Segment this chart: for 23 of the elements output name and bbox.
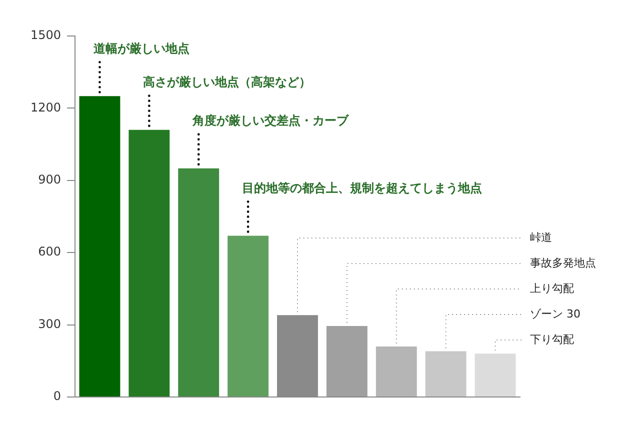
bar bbox=[474, 354, 516, 396]
y-tick-label: 0 bbox=[53, 389, 61, 404]
y-tick-label: 1500 bbox=[30, 28, 61, 42]
bar bbox=[425, 351, 466, 396]
y-tick-label: 600 bbox=[38, 244, 61, 259]
bar bbox=[178, 168, 220, 396]
annotation: 道幅が厳しい地点 bbox=[92, 41, 190, 56]
text: ゾーン 30 bbox=[530, 307, 580, 320]
bar bbox=[228, 236, 269, 396]
text: 上り勾配 bbox=[530, 282, 574, 295]
text: 事故多発地点 bbox=[530, 256, 596, 270]
text: 下り勾配 bbox=[530, 332, 574, 346]
text: 峠道 bbox=[530, 230, 552, 244]
bar bbox=[376, 346, 417, 396]
annotation: 目的地等の都合上、規制を超えてしまう地点 bbox=[242, 180, 482, 195]
bar bbox=[128, 130, 170, 396]
bar bbox=[326, 326, 368, 396]
bar bbox=[79, 96, 120, 396]
y-tick-label: 1200 bbox=[30, 100, 61, 114]
y-tick-label: 900 bbox=[38, 172, 61, 187]
annotation: 高さが厳しい地点（高架など） bbox=[143, 74, 312, 89]
y-tick-label: 300 bbox=[38, 316, 61, 331]
annotation: 角度が厳しい交差点・カーブ bbox=[192, 113, 350, 128]
